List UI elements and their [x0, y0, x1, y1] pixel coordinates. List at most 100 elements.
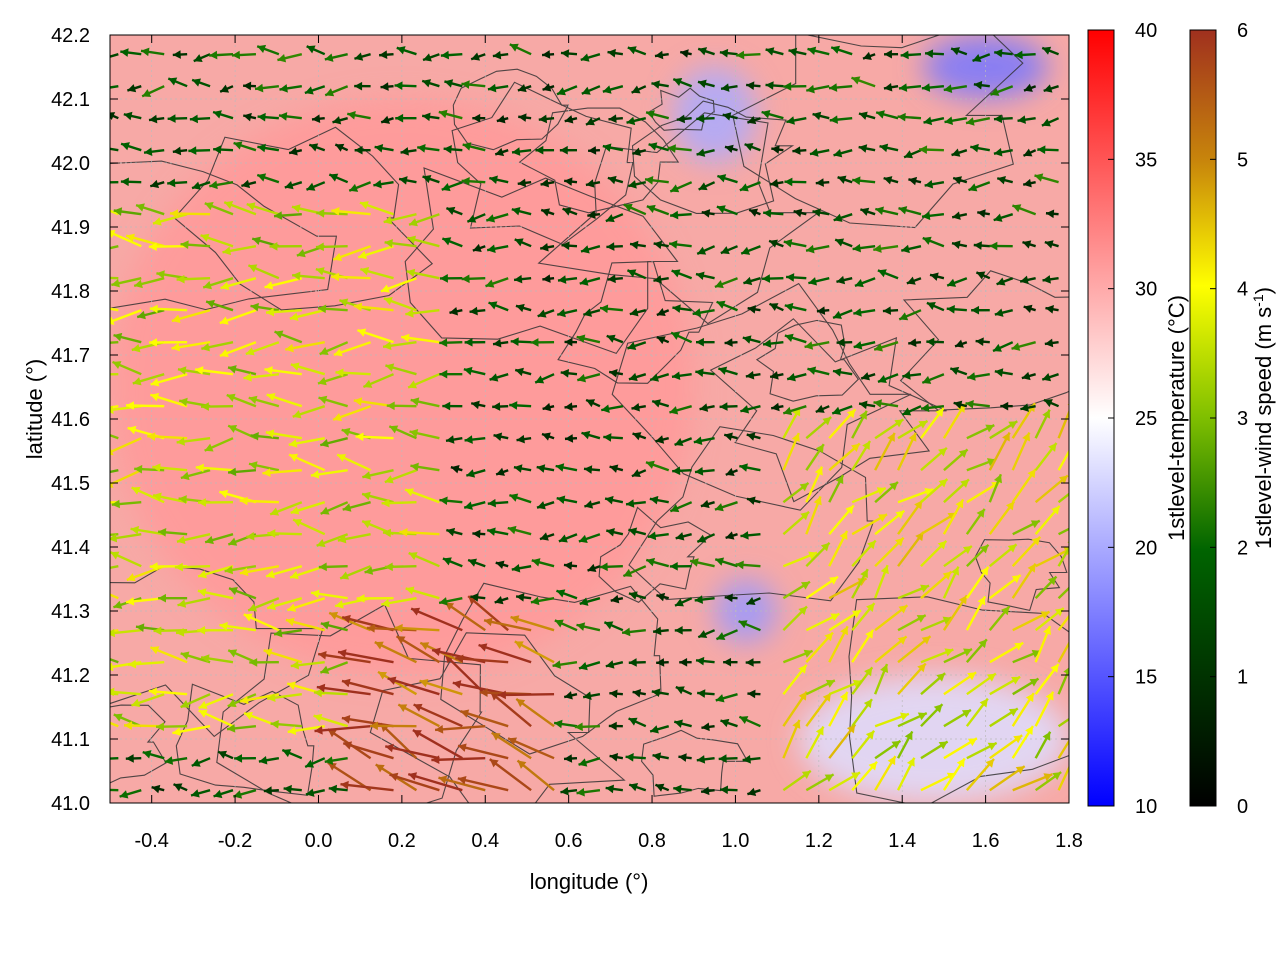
- wind-vector-761: [204, 202, 234, 216]
- wind-vector-8: [283, 784, 302, 794]
- wind-colorbar-tick-label-6: 6: [1237, 20, 1248, 42]
- wind-vector-head: [422, 174, 432, 184]
- wind-vector-head: [395, 113, 404, 123]
- wind-vector-head: [479, 688, 488, 698]
- wind-vector-493: [828, 408, 857, 440]
- wind-vector-head: [951, 240, 961, 249]
- wind-vector-head: [110, 628, 116, 638]
- wind-vector-249: [1012, 610, 1051, 632]
- wind-vector-447: [725, 467, 738, 476]
- wind-vector-head: [554, 619, 564, 628]
- y-axis-label: latitude (°): [22, 359, 47, 460]
- wind-vector-412: [897, 487, 934, 504]
- contour-14: [452, 68, 570, 151]
- wind-vector-980: [422, 53, 440, 62]
- contour-25: [216, 604, 483, 803]
- wind-vector-778: [605, 213, 624, 223]
- wind-vector-head: [158, 593, 166, 603]
- wind-vector-446: [694, 466, 715, 476]
- wind-vector-head: [979, 698, 988, 708]
- wind-vector-head: [144, 147, 153, 156]
- wind-vector-877: [951, 148, 968, 157]
- wind-vector-987: [580, 53, 601, 62]
- wind-vector-211: [110, 628, 142, 638]
- wind-vector-head: [422, 112, 431, 122]
- wind-vector-head: [379, 50, 388, 59]
- wind-vector-578: [832, 368, 853, 377]
- wind-vector-927: [167, 77, 188, 88]
- wind-vector-588: [110, 341, 119, 344]
- wind-vector-855: [443, 145, 463, 154]
- wind-vector-518: [410, 397, 440, 408]
- wind-vector-299: [197, 565, 234, 579]
- wind-vector-995: [765, 47, 784, 56]
- wind-vector-931: [254, 83, 280, 93]
- wind-vector-968: [140, 47, 165, 57]
- wind-vector-head: [413, 703, 423, 712]
- wind-vector-head: [557, 87, 566, 96]
- wind-vector-691: [542, 274, 555, 283]
- wind-vector-388: [320, 501, 349, 515]
- wind-vector-head: [333, 413, 343, 422]
- wind-vector-head: [770, 178, 779, 188]
- wind-vector-285: [873, 564, 889, 599]
- wind-vector-head: [1043, 84, 1053, 93]
- wind-vector-649: [537, 309, 555, 318]
- wind-vector-305: [339, 565, 372, 580]
- wind-vector-head: [765, 47, 775, 56]
- wind-vector-196: [745, 658, 761, 667]
- wind-vector-head: [967, 738, 977, 747]
- wind-vector-head: [771, 145, 780, 154]
- wind-vector-head: [284, 181, 294, 190]
- wind-vector-540: [920, 403, 945, 413]
- wind-vector-258: [228, 586, 257, 600]
- wind-vector-836: [968, 181, 991, 192]
- wind-vector-278: [694, 595, 715, 604]
- wind-vector-head: [470, 593, 479, 602]
- wind-vector-head: [803, 649, 813, 658]
- wind-vector-head: [655, 435, 665, 444]
- wind-vector-shaft: [110, 533, 119, 537]
- wind-vector-head: [152, 217, 162, 226]
- wind-vector-head: [813, 496, 822, 506]
- wind-vector-head: [950, 366, 960, 376]
- wind-vector-head: [923, 116, 933, 126]
- wind-vector-652: [599, 304, 623, 314]
- wind-vector-824: [698, 181, 716, 191]
- wind-vector-810: [373, 179, 394, 189]
- wind-vector-head: [472, 243, 482, 253]
- wind-vector-971: [209, 50, 234, 60]
- wind-vector-958: [883, 82, 899, 92]
- wind-vector-head: [126, 573, 136, 582]
- wind-vector-402: [649, 495, 669, 505]
- wind-vector-895: [395, 113, 417, 123]
- wind-vector-head: [111, 279, 120, 288]
- wind-vector-head: [338, 649, 347, 658]
- wind-vector-70: [742, 754, 761, 764]
- wind-vector-170: [127, 659, 165, 669]
- wind-vector-head: [744, 142, 754, 152]
- wind-vector-head: [977, 596, 986, 606]
- wind-vector-head: [696, 755, 706, 764]
- wind-vector-head: [626, 116, 636, 126]
- wind-vector-head: [257, 173, 267, 182]
- wind-vector-708: [929, 272, 945, 281]
- wind-vector-1007: [1041, 46, 1060, 56]
- wind-vector-head: [809, 148, 819, 157]
- wind-vector-262: [310, 589, 348, 600]
- wind-vector-head: [250, 431, 259, 441]
- wind-vector-head: [200, 402, 209, 411]
- wind-vector-head: [113, 332, 123, 342]
- wind-vector-191: [628, 658, 646, 667]
- wind-vector-510: [226, 393, 257, 408]
- wind-vector-head: [793, 208, 803, 218]
- wind-vector-573: [718, 366, 738, 376]
- wind-vector-377: [1058, 527, 1069, 536]
- wind-vector-head: [993, 213, 1003, 222]
- wind-vector-594: [219, 341, 257, 358]
- wind-vector-228: [483, 617, 532, 632]
- wind-vector-head: [895, 537, 904, 547]
- wind-vector-head: [337, 534, 347, 544]
- wind-vector-239: [782, 605, 808, 632]
- wind-vector-head: [408, 552, 418, 561]
